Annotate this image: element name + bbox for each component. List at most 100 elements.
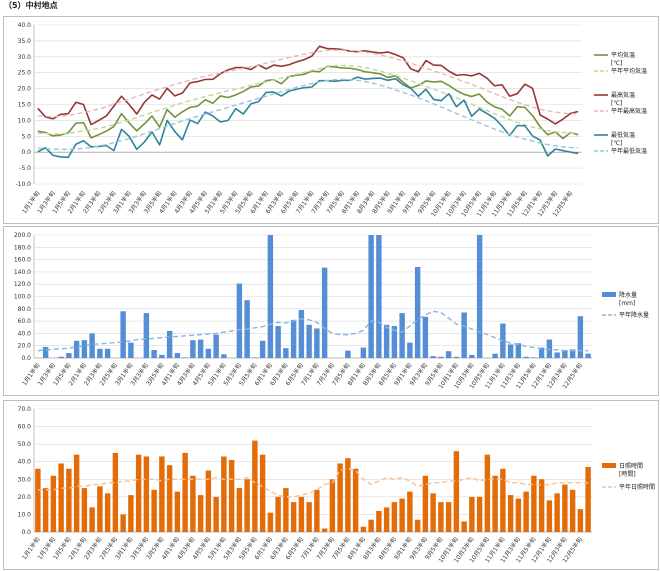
y-tick-label: 5.0 (21, 133, 31, 140)
bar (492, 475, 498, 532)
bar (120, 311, 126, 358)
bar (66, 468, 72, 532)
bar (422, 316, 429, 358)
bar (128, 495, 134, 532)
legend-label: 降水量 (619, 291, 637, 299)
bar (360, 526, 367, 532)
bar (368, 235, 374, 358)
bar (345, 458, 351, 532)
bar (104, 493, 111, 532)
y-tick-label: 60.0 (18, 318, 32, 325)
bar (391, 326, 398, 358)
bar (569, 489, 576, 532)
bar (73, 454, 80, 532)
bar (50, 475, 57, 532)
bar (112, 452, 119, 532)
y-tick-label: 180.0 (14, 244, 31, 251)
bar (244, 479, 250, 532)
bar (329, 479, 336, 532)
y-tick-label: 30.0 (18, 54, 32, 61)
bar (515, 343, 522, 358)
legend-label: 平年平均気温 (611, 67, 647, 75)
bar (73, 340, 80, 358)
bar (383, 507, 390, 532)
bar (492, 353, 498, 358)
bar (151, 350, 157, 358)
y-tick-label: 10.0 (18, 511, 32, 518)
bar (531, 357, 537, 358)
bar (461, 521, 467, 532)
bar (376, 510, 382, 532)
legend-label: [℃] (611, 100, 622, 107)
precipitation-chart: 200.0 180.0 160.0 140.0 120.0 100.0 80.0 60.0 40… (14, 232, 649, 390)
bar (97, 486, 103, 532)
bar (205, 348, 212, 358)
bar (484, 454, 491, 532)
y-tick-label: 140.0 (14, 269, 31, 276)
y-tick-label: 200.0 (14, 232, 31, 239)
y-tick-label: 0.0 (21, 149, 31, 156)
legend-label: 日照時間 (619, 462, 643, 470)
bar (453, 356, 460, 358)
y-tick-label: 20.0 (18, 343, 32, 350)
bar (213, 334, 219, 358)
bar (42, 346, 49, 358)
legend-label: 平年最低気温 (611, 147, 647, 155)
y-tick-label: 20.0 (18, 86, 32, 93)
bar (89, 507, 95, 532)
legend-label: [mm] (619, 300, 635, 307)
y-tick-label: -5.0 (19, 165, 31, 172)
bar (407, 491, 413, 532)
legend-label: 平年最高気温 (611, 107, 647, 115)
bar (190, 475, 196, 532)
bar (407, 342, 413, 358)
bar (523, 356, 529, 358)
bar (89, 333, 95, 358)
bar (569, 349, 576, 358)
bar (182, 452, 188, 532)
bar (283, 348, 289, 358)
bar (267, 512, 274, 532)
bar (205, 470, 212, 532)
bar (554, 352, 560, 358)
bar (298, 310, 305, 358)
bar (531, 475, 537, 532)
bar (166, 465, 173, 532)
bar (197, 339, 204, 358)
bar (562, 484, 568, 532)
bar (213, 496, 219, 532)
series-line (37, 78, 579, 151)
bar (523, 491, 529, 532)
bar (314, 328, 320, 358)
bar (197, 495, 204, 532)
sunshine-chart-panel: 70.0 60.0 50.0 40.0 30.0 20.0 10.0 0.0 1月1半旬 1月3半… (3, 400, 659, 570)
bar (538, 347, 545, 358)
bar (120, 514, 126, 532)
bar (104, 348, 111, 358)
bar (476, 496, 483, 532)
precipitation-chart-panel: 200.0 180.0 160.0 140.0 120.0 100.0 80.0 60.0 40… (3, 226, 659, 396)
legend-label: 平年降水量 (619, 311, 649, 319)
legend-label: 最低気温 (611, 131, 635, 139)
bar (143, 456, 150, 532)
bar (267, 235, 274, 358)
bar (259, 340, 266, 358)
temperature-chart: 40.0 35.0 30.0 25.0 20.0 15.0 10.0 5.0 0.0 -5.0 -1… (15, 22, 647, 218)
bar (368, 519, 374, 532)
bar (453, 451, 460, 532)
bar (174, 353, 181, 358)
series-line (37, 310, 589, 352)
bar (252, 357, 258, 358)
y-tick-label: 0.0 (21, 355, 31, 362)
bar (345, 350, 351, 358)
legend-label: 平均気温 (611, 51, 635, 59)
y-tick-label: 25.0 (18, 70, 32, 77)
bar (383, 324, 390, 358)
bar (290, 319, 297, 358)
y-tick-label: 40.0 (18, 22, 32, 29)
bar (500, 468, 506, 532)
bar (236, 283, 243, 358)
bar (259, 454, 266, 532)
bar (35, 468, 41, 532)
legend-swatch (602, 292, 616, 297)
